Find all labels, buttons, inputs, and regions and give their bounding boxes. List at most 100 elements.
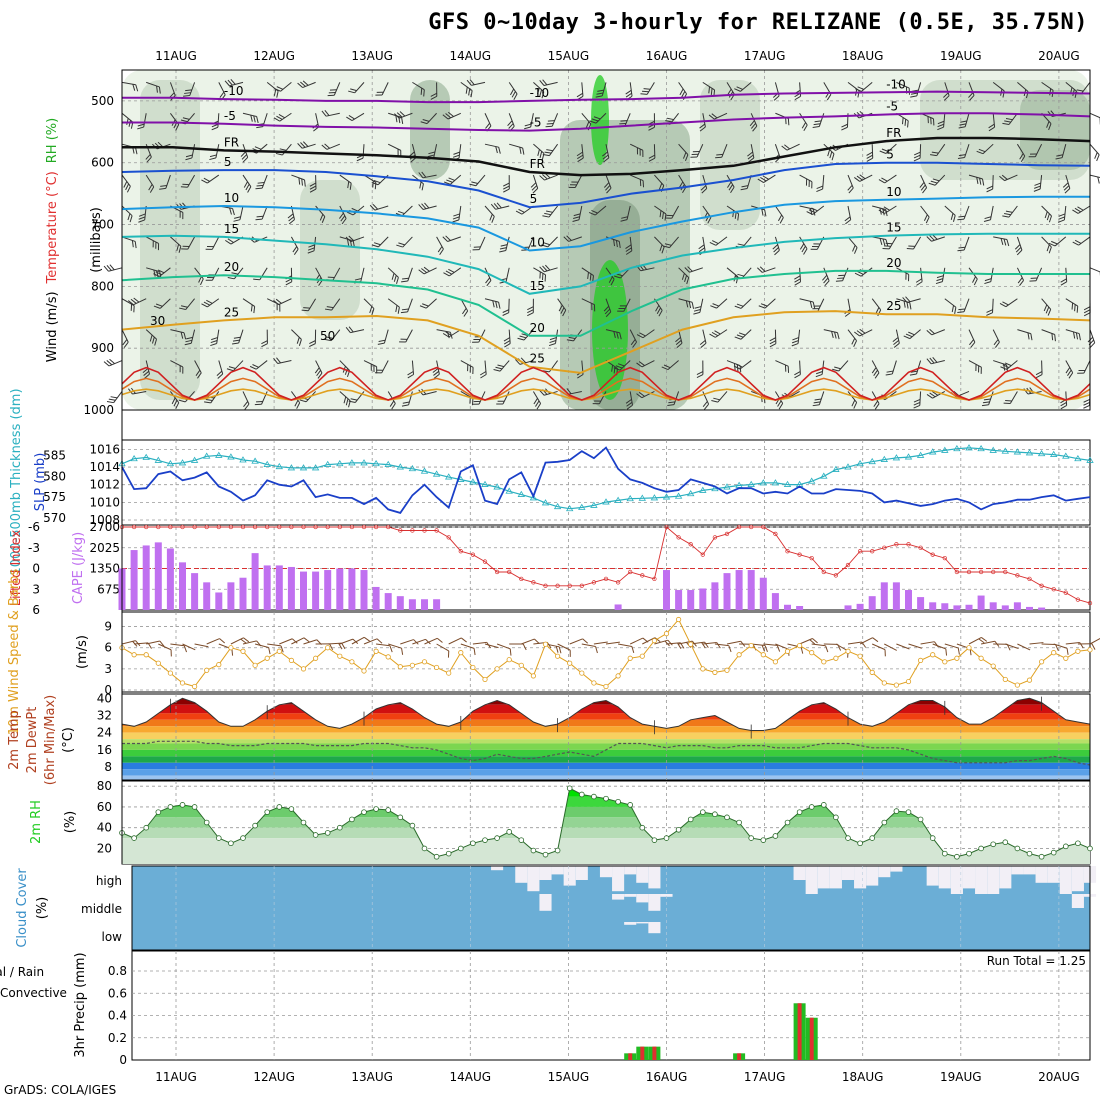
barb-flag — [709, 333, 716, 338]
barb-flag — [304, 179, 306, 187]
barb-flag — [369, 204, 376, 211]
barb-flag — [462, 308, 467, 315]
barb-staff — [450, 174, 462, 185]
barb-flag — [981, 637, 988, 642]
barb-flag — [737, 273, 745, 277]
barb-staff — [581, 267, 594, 276]
barb-flag — [972, 276, 976, 283]
barb-staff — [121, 174, 131, 187]
barb-flag — [430, 92, 437, 97]
wind-barb — [920, 205, 930, 224]
rh-marker — [421, 845, 428, 852]
barb-flag — [297, 82, 303, 88]
barb-flag — [469, 183, 477, 187]
precip-convective-bar — [652, 1046, 657, 1060]
temp-band — [122, 719, 1090, 727]
rh-marker — [772, 833, 779, 839]
rh-marker — [591, 793, 597, 800]
barb-flag — [180, 119, 188, 123]
barb-flag — [638, 361, 645, 366]
barb-staff — [458, 144, 462, 159]
wind-barb-10m — [1089, 636, 1100, 645]
wind-barb — [419, 298, 437, 309]
barb-flag — [845, 219, 852, 225]
barb-flag — [791, 343, 799, 347]
barb-flag — [492, 300, 495, 308]
barb-flag — [666, 214, 674, 217]
barb-staff — [605, 641, 620, 645]
wind-barb — [636, 391, 655, 399]
barb-flag — [1044, 211, 1048, 219]
barb-staff — [741, 267, 752, 279]
barb-staff — [646, 82, 655, 95]
barb-flag — [595, 646, 598, 654]
wind-barb — [902, 296, 921, 303]
barb-flag — [1060, 278, 1067, 283]
barb-flag — [205, 279, 213, 281]
barb-flag — [273, 117, 281, 122]
barb-flag — [182, 366, 184, 374]
rh-marker — [203, 819, 210, 826]
lifted-index-marker — [301, 524, 306, 530]
barb-staff — [121, 112, 134, 123]
barb-flag — [298, 177, 301, 185]
barb-staff — [920, 641, 935, 645]
barb-flag — [211, 123, 219, 128]
wind-barb — [321, 143, 340, 150]
wind-barb-10m — [1017, 643, 1031, 651]
barb-flag — [711, 399, 719, 403]
barb-staff — [169, 82, 176, 96]
wind-barb-10m — [484, 643, 499, 649]
barb-flag — [285, 278, 292, 283]
cape-bar — [130, 550, 138, 610]
lifted-index-marker — [361, 524, 367, 530]
barb-flag — [915, 278, 923, 283]
thickness-line — [121, 447, 1091, 510]
barb-staff — [1061, 144, 1067, 158]
barb-staff — [1089, 112, 1100, 120]
barb-flag — [1083, 306, 1091, 311]
barb-staff — [211, 236, 220, 250]
barb-flag — [730, 186, 735, 194]
barb-staff — [460, 81, 473, 91]
barb-flag — [675, 339, 682, 346]
wind-speed-marker — [143, 652, 149, 658]
wind-tick: 3 — [104, 662, 112, 676]
barb-flag — [611, 365, 614, 372]
barb-flag — [341, 642, 346, 650]
barb-flag — [125, 183, 130, 191]
barb-flag — [279, 304, 281, 312]
wind-barb — [844, 205, 852, 225]
wind-barb-10m — [182, 643, 196, 651]
rh-unit-title: (%) — [63, 811, 78, 834]
barb-staff — [931, 329, 945, 336]
lifted-index-marker — [652, 576, 657, 582]
barb-flag — [1077, 372, 1084, 374]
wind-barb — [791, 329, 801, 347]
wind-barb — [345, 326, 365, 334]
cloud-clear-cell — [551, 866, 564, 875]
wind-barb-10m — [908, 643, 922, 649]
lifted-index-marker — [785, 549, 790, 554]
barb-staff — [146, 640, 160, 645]
barb-flag — [926, 358, 932, 365]
rh-marker — [724, 814, 730, 821]
barb-flag — [1058, 213, 1066, 217]
barb-staff — [936, 143, 946, 156]
barb-staff — [259, 267, 268, 280]
temp-tick: 40 — [97, 691, 112, 705]
barb-flag — [625, 244, 632, 249]
barb-flag — [345, 327, 351, 333]
barb-staff — [331, 298, 341, 311]
barb-flag — [566, 388, 572, 395]
barb-staff — [838, 360, 849, 372]
barb-flag — [321, 144, 328, 150]
barb-flag — [536, 403, 542, 410]
rh-marker — [445, 850, 452, 857]
wind-barb — [539, 264, 558, 273]
barb-staff — [551, 113, 559, 127]
lifted-index-marker — [398, 528, 403, 533]
wind-barb — [121, 174, 131, 193]
lifted-index-marker — [857, 549, 863, 554]
barb-flag — [418, 172, 424, 179]
